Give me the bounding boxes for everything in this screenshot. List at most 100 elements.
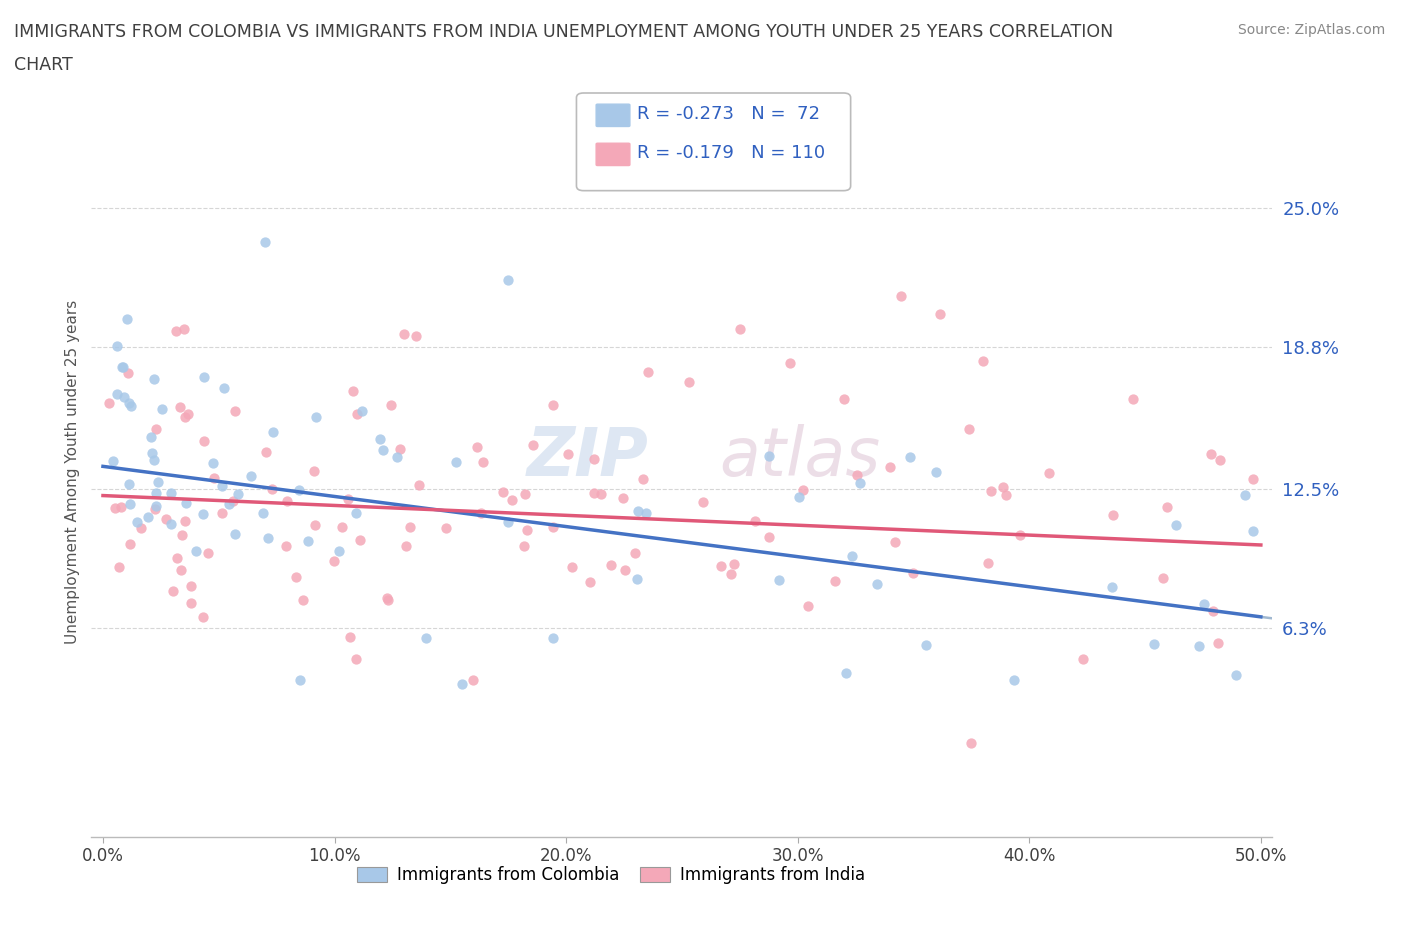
Point <box>1008 528 1031 543</box>
Point <box>330 520 353 535</box>
Point <box>835 666 858 681</box>
Point <box>276 539 298 554</box>
Point <box>193 506 215 521</box>
Point <box>583 485 606 500</box>
Point <box>118 476 141 491</box>
Point <box>1038 466 1060 481</box>
Point <box>903 565 925 580</box>
Point <box>1243 524 1265 538</box>
Point <box>322 553 344 568</box>
Point <box>349 533 371 548</box>
Point <box>758 449 780 464</box>
Point <box>631 472 654 486</box>
Point <box>501 492 523 507</box>
Point <box>884 535 907 550</box>
Point <box>193 610 215 625</box>
Point <box>1152 571 1174 586</box>
Point <box>1206 636 1229 651</box>
Point <box>160 517 183 532</box>
Point <box>145 498 167 513</box>
Point <box>557 446 579 461</box>
Point <box>224 526 246 541</box>
Point <box>976 556 998 571</box>
Point <box>377 591 399 605</box>
Point <box>1002 672 1025 687</box>
Point <box>626 572 648 587</box>
Point <box>368 432 391 446</box>
Point <box>284 569 307 584</box>
Point <box>758 530 780 545</box>
Point <box>304 409 326 424</box>
Point <box>162 583 184 598</box>
Point <box>180 596 202 611</box>
Point <box>496 514 519 529</box>
Point <box>239 469 262 484</box>
Point <box>111 360 134 375</box>
Point <box>929 307 952 322</box>
Point <box>350 403 373 418</box>
Point <box>148 474 170 489</box>
Point <box>145 422 167 437</box>
Point <box>103 500 125 515</box>
Point <box>136 510 159 525</box>
Point <box>513 539 536 554</box>
Point <box>110 499 132 514</box>
Point <box>470 506 492 521</box>
Point <box>342 383 364 398</box>
Y-axis label: Unemployment Among Youth under 25 years: Unemployment Among Youth under 25 years <box>65 299 80 644</box>
Point <box>472 455 495 470</box>
Point <box>193 370 215 385</box>
Point <box>180 578 202 593</box>
Point <box>980 484 1002 498</box>
Point <box>1071 651 1094 666</box>
Point <box>252 506 274 521</box>
Point <box>117 365 139 380</box>
Point <box>1225 668 1247 683</box>
Point <box>1192 597 1215 612</box>
Legend: Immigrants from Colombia, Immigrants from India: Immigrants from Colombia, Immigrants fro… <box>350 859 872 891</box>
Point <box>174 409 197 424</box>
Point <box>446 455 468 470</box>
Point <box>212 380 235 395</box>
Point <box>117 395 139 410</box>
Point <box>797 598 820 613</box>
Point <box>186 543 208 558</box>
Point <box>496 272 519 287</box>
Point <box>150 402 173 417</box>
Text: atlas: atlas <box>720 424 880 490</box>
Point <box>120 398 142 413</box>
Point <box>637 365 659 379</box>
Point <box>541 398 564 413</box>
Point <box>344 505 367 520</box>
Point <box>583 452 606 467</box>
Point <box>346 406 368 421</box>
Point <box>624 545 647 560</box>
Point <box>612 491 634 506</box>
Point <box>960 736 983 751</box>
Point <box>254 445 277 459</box>
Text: Source: ZipAtlas.com: Source: ZipAtlas.com <box>1237 23 1385 37</box>
Point <box>394 326 416 341</box>
Text: CHART: CHART <box>14 56 73 73</box>
Point <box>172 528 194 543</box>
Point <box>143 372 166 387</box>
Point <box>112 360 135 375</box>
Point <box>600 557 623 572</box>
Point <box>143 501 166 516</box>
Point <box>824 574 846 589</box>
Point <box>415 631 437 645</box>
Point <box>636 506 658 521</box>
Point <box>972 353 994 368</box>
Point <box>108 560 131 575</box>
Point <box>1101 579 1123 594</box>
Point <box>105 387 128 402</box>
Point <box>841 549 863 564</box>
Point <box>120 497 142 512</box>
Point <box>389 442 412 457</box>
Point <box>728 322 751 337</box>
Point <box>117 312 139 326</box>
Point <box>1122 392 1144 406</box>
Point <box>541 631 564 645</box>
Point <box>744 513 766 528</box>
Point <box>143 453 166 468</box>
